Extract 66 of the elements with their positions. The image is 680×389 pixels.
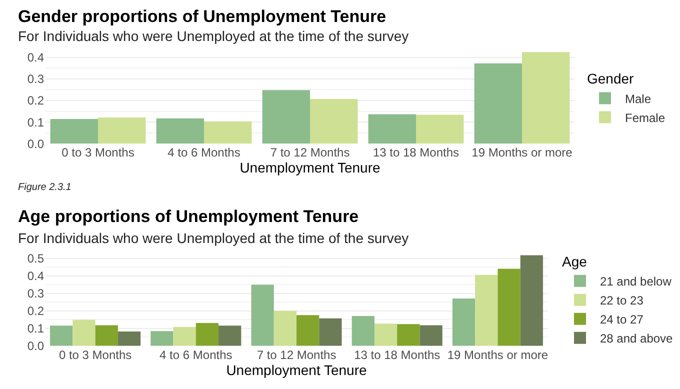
bar — [296, 315, 320, 346]
x-tick-label: 13 to 18 Months — [372, 146, 460, 160]
bar — [95, 325, 118, 346]
x-tick-label: 4 to 6 Months — [160, 348, 232, 362]
y-tick-label: 0.0 — [27, 339, 44, 354]
bar — [397, 324, 420, 346]
bar — [520, 255, 543, 346]
x-axis-title: Unemployment Tenure — [240, 160, 381, 176]
bar — [50, 119, 98, 144]
bar — [118, 332, 141, 346]
y-tick-label: 0.3 — [27, 72, 44, 86]
bar — [50, 326, 73, 346]
x-tick-label: 7 to 12 Months — [256, 348, 336, 362]
legend-label: 24 to 27 — [600, 312, 644, 327]
y-tick-label: 0.1 — [27, 115, 44, 130]
chart-title: Age proportions of Unemployment Tenure — [18, 207, 359, 226]
chart-subtitle: For Individuals who were Unemployed at the time of the survey — [18, 28, 409, 44]
y-tick-label: 0.0 — [27, 136, 44, 151]
bar — [196, 322, 219, 346]
legend-label: Male — [625, 92, 652, 106]
bar — [251, 284, 274, 346]
x-tick-label: 4 to 6 Months — [168, 146, 240, 160]
legend-label: 28 and above — [600, 332, 674, 346]
bar — [522, 52, 570, 144]
bar — [374, 324, 398, 346]
legend-title: Age — [562, 253, 588, 270]
bar — [262, 90, 310, 144]
bar — [72, 320, 96, 346]
bar — [218, 326, 242, 346]
bar — [498, 268, 520, 346]
bar — [274, 310, 296, 346]
y-tick-label: 0.3 — [27, 286, 44, 301]
chart-title: Gender proportions of Unemployment Tenure — [18, 7, 386, 26]
x-tick-label: 7 to 12 Months — [270, 146, 350, 160]
y-tick-label: 0.4 — [27, 50, 44, 65]
bar — [150, 331, 174, 346]
y-tick-label: 0.5 — [27, 252, 44, 266]
chart-subtitle: For Individuals who were Unemployed at the time of the survey — [18, 230, 409, 246]
bar — [420, 325, 442, 346]
bar — [368, 114, 416, 144]
legend-label: Female — [625, 110, 666, 125]
x-axis-title: Unemployment Tenure — [226, 362, 368, 378]
y-tick-label: 0.4 — [27, 269, 44, 284]
x-tick-label: 13 to 18 Months — [354, 348, 440, 362]
caption: Figure 2.3.1 — [18, 182, 72, 193]
bar — [310, 98, 358, 144]
bar — [319, 318, 342, 346]
legend-label: 21 and below — [600, 274, 672, 289]
x-tick-label: 19 Months or more — [447, 348, 548, 362]
x-tick-label: 0 to 3 Months — [62, 146, 134, 160]
bar — [452, 298, 476, 346]
bar — [204, 121, 252, 144]
bar — [98, 118, 146, 144]
x-tick-label: 0 to 3 Months — [58, 348, 132, 362]
bar — [416, 114, 464, 144]
bar — [352, 316, 374, 346]
bar — [474, 63, 522, 144]
legend-title: Gender — [587, 70, 634, 87]
y-tick-label: 0.1 — [27, 322, 44, 336]
bar — [156, 118, 204, 144]
bar — [475, 274, 498, 346]
y-tick-label: 0.2 — [27, 304, 44, 318]
bar — [173, 326, 196, 346]
y-tick-label: 0.2 — [27, 94, 44, 108]
x-tick-label: 19 Months or more — [472, 146, 573, 160]
legend-label: 22 to 23 — [600, 294, 644, 308]
